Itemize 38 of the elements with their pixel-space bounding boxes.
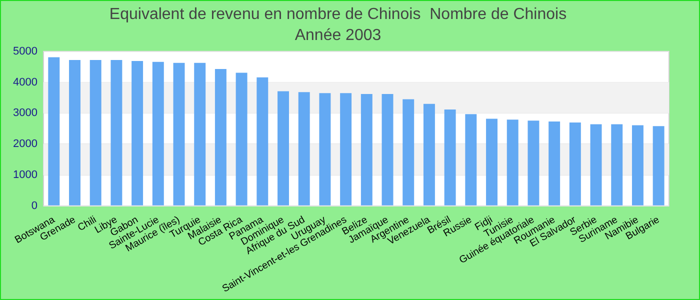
bar	[132, 60, 144, 206]
bar	[548, 122, 560, 206]
bar	[590, 124, 602, 206]
bar	[423, 104, 435, 206]
bar	[382, 94, 394, 206]
bar	[69, 60, 80, 206]
bar	[340, 93, 352, 206]
y-tick-label: 4000	[12, 76, 38, 88]
bar	[319, 93, 331, 206]
bar	[298, 92, 310, 206]
bar	[360, 94, 372, 206]
bar	[278, 91, 289, 206]
bar	[194, 62, 206, 206]
bar	[652, 126, 664, 206]
bar	[632, 125, 644, 206]
y-tick-label: 3000	[12, 107, 38, 120]
bar	[256, 77, 268, 206]
y-tick-label: 2000	[12, 138, 38, 150]
bar	[236, 72, 248, 206]
chart-title: Equivalent de revenu en nombre de Chinois Nombre de Chinois	[109, 6, 567, 24]
chart-subtitle: Année 2003	[294, 27, 382, 44]
y-tick-label: 0	[31, 200, 38, 212]
bar	[444, 109, 456, 206]
bar	[214, 69, 226, 206]
bar	[465, 114, 477, 206]
bar	[402, 99, 414, 206]
bar	[173, 62, 185, 206]
y-tick-label: 5000	[12, 45, 38, 58]
bar	[152, 62, 164, 206]
bar	[90, 60, 102, 206]
bar	[611, 124, 623, 206]
bar	[569, 122, 581, 206]
y-tick-label: 1000	[12, 168, 38, 181]
bar	[506, 120, 518, 206]
bar	[110, 60, 122, 206]
bar	[486, 118, 498, 206]
bar	[528, 120, 540, 206]
bar	[48, 57, 60, 206]
